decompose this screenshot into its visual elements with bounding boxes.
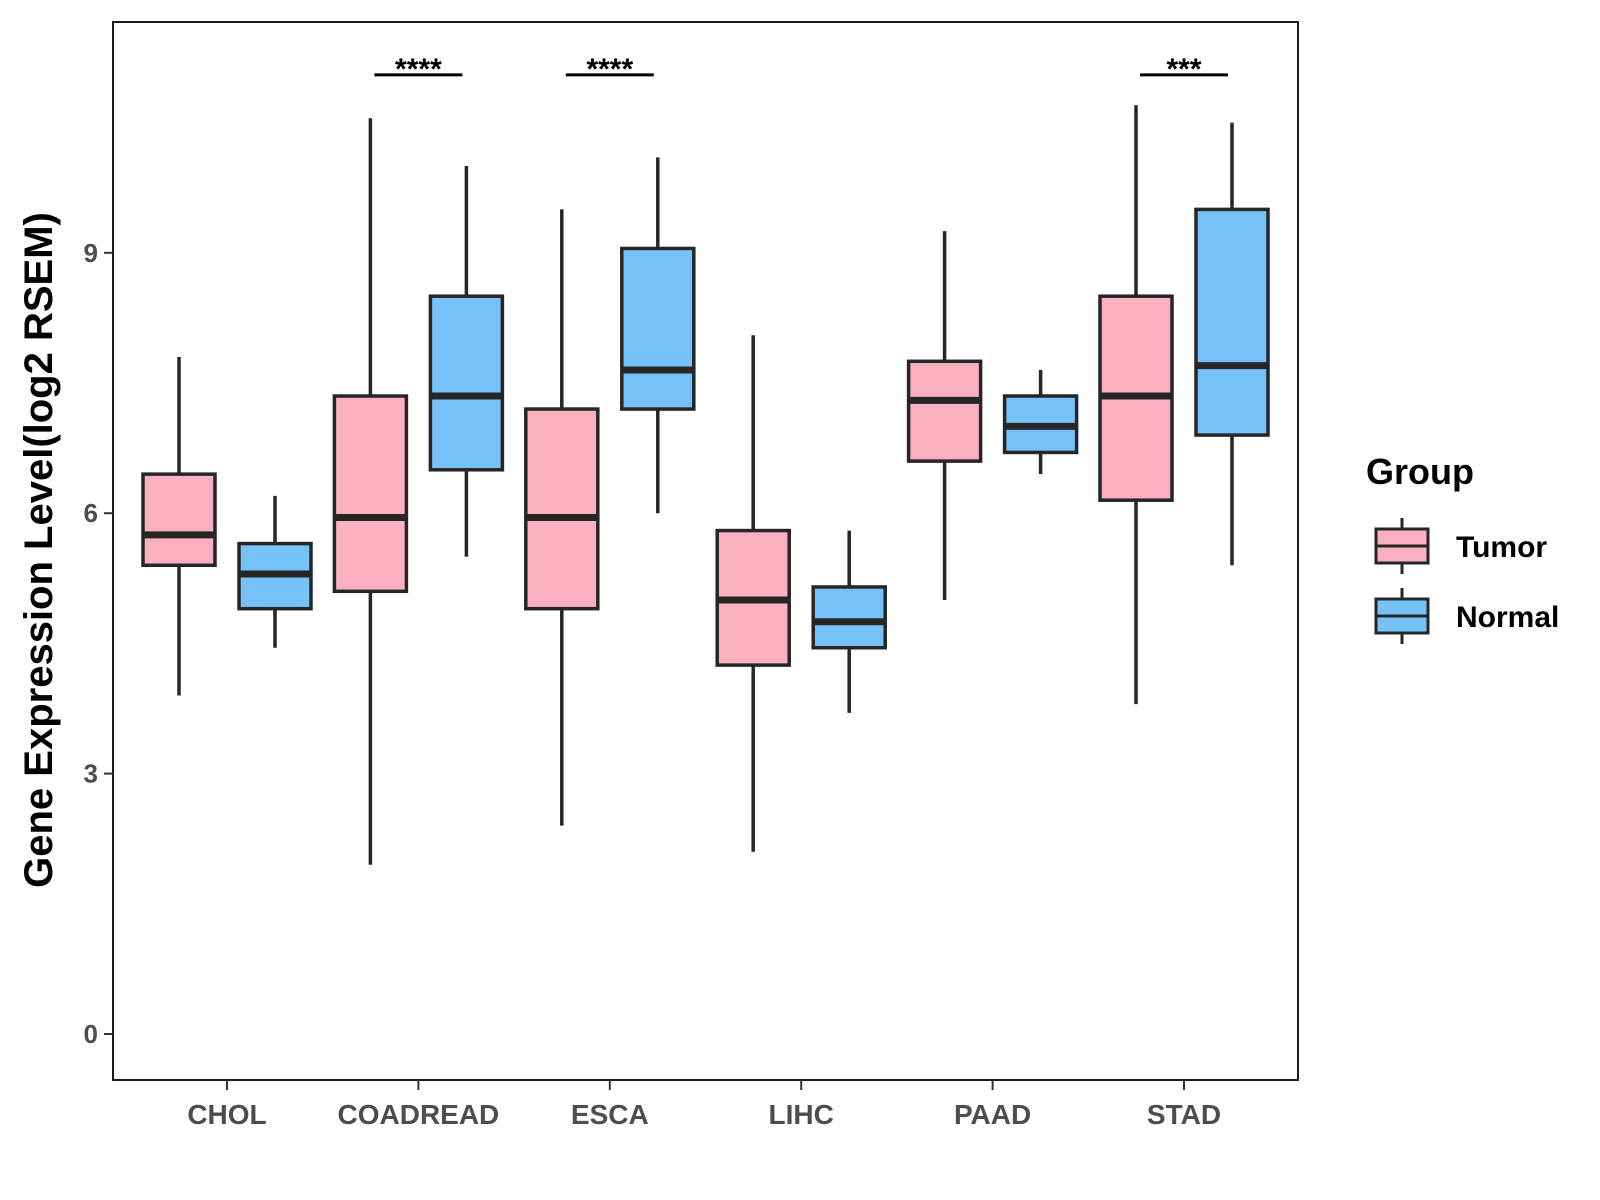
significance-esca: ****	[565, 53, 654, 86]
box-iqr	[620, 246, 696, 411]
significance-label: ****	[586, 53, 633, 86]
significance-coadread: ****	[374, 53, 463, 86]
box-iqr	[811, 585, 887, 650]
y-tick-label: 6	[84, 498, 98, 528]
box-tumor-paad	[906, 231, 983, 600]
y-axis-title: Gene Expression Level(log2 RSEM)	[17, 212, 61, 888]
boxes-layer	[141, 105, 1270, 865]
y-tick-label: 9	[84, 238, 98, 268]
box-iqr	[906, 359, 983, 463]
significance-label: ****	[395, 53, 442, 86]
box-iqr	[141, 472, 217, 568]
legend-title: Group	[1366, 451, 1474, 492]
significance-stad: ***	[1140, 53, 1228, 86]
significance-annotations: **** **** ***	[374, 53, 1228, 86]
legend-label: Tumor	[1456, 531, 1547, 564]
box-iqr	[1194, 207, 1270, 437]
x-tick-label: STAD	[1147, 1099, 1221, 1130]
x-tick-label: COADREAD	[338, 1099, 500, 1130]
box-normal-esca	[620, 157, 696, 514]
legend-entry-normal: Normal	[1374, 588, 1559, 644]
significance-label: ***	[1166, 53, 1201, 86]
box-iqr	[428, 294, 505, 472]
y-tick-label: 0	[84, 1019, 98, 1049]
box-normal-paad	[1002, 369, 1079, 475]
legend-entry-tumor: Tumor	[1374, 518, 1547, 574]
x-axis: CHOL COADREAD ESCA LIHC PAAD STAD	[187, 1080, 1221, 1130]
x-tick-label: PAAD	[954, 1099, 1031, 1130]
box-normal-lihc	[811, 530, 887, 713]
y-tick-label: 3	[84, 759, 98, 789]
box-tumor-stad	[1098, 105, 1174, 705]
box-iqr	[524, 407, 600, 611]
legend: Group Tumor Normal	[1366, 451, 1559, 644]
box-tumor-coadread	[332, 118, 409, 865]
x-tick-label: ESCA	[571, 1099, 649, 1130]
box-normal-stad	[1194, 122, 1270, 566]
y-axis: 0 3 6 9	[84, 238, 113, 1049]
box-iqr	[332, 394, 409, 594]
box-normal-coadread	[428, 166, 505, 557]
box-tumor-chol	[141, 356, 217, 696]
x-tick-label: CHOL	[187, 1099, 266, 1130]
x-tick-label: LIHC	[769, 1099, 834, 1130]
legend-label: Normal	[1456, 601, 1559, 634]
box-normal-chol	[237, 495, 313, 648]
box-tumor-esca	[524, 209, 600, 826]
box-tumor-lihc	[715, 335, 791, 852]
